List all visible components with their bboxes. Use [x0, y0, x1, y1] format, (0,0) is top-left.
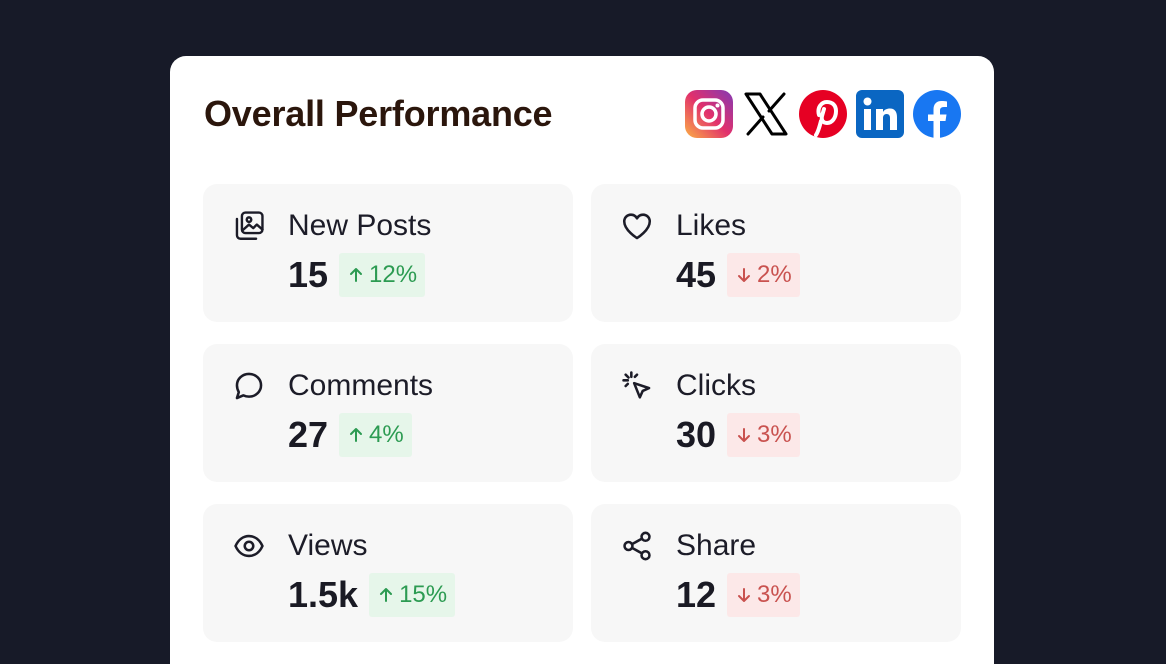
- metric-tile-likes: Likes 45 2%: [591, 184, 961, 322]
- metrics-grid: New Posts 15 12% Likes 45 2%: [203, 184, 961, 642]
- metric-label: New Posts: [288, 209, 432, 242]
- heart-icon: [622, 213, 652, 240]
- cursor-click-icon: [622, 371, 651, 399]
- metric-value: 27: [288, 414, 329, 455]
- page-title: Overall Performance: [204, 93, 553, 134]
- trend-badge-down: 2%: [727, 253, 800, 297]
- arrow-down-icon: [738, 428, 751, 442]
- instagram-icon[interactable]: [685, 90, 733, 138]
- arrow-up-icon: [350, 428, 363, 442]
- trend-badge-up: 4%: [339, 413, 412, 457]
- metric-value: 30: [676, 414, 717, 455]
- card-header: Overall Performance: [204, 90, 961, 138]
- metric-tile-views: Views 1.5k 15%: [203, 504, 573, 642]
- metric-label: Comments: [288, 369, 434, 402]
- trend-value: 15%: [399, 581, 448, 608]
- trend-badge-down: 3%: [727, 573, 800, 617]
- metric-tile-comments: Comments 27 4%: [203, 344, 573, 482]
- metric-tile-new-posts: New Posts 15 12%: [203, 184, 573, 322]
- arrow-down-icon: [738, 268, 751, 282]
- metric-value: 15: [288, 254, 329, 295]
- trend-badge-up: 12%: [339, 253, 426, 297]
- metric-label: Share: [676, 529, 757, 562]
- metric-label: Clicks: [676, 369, 756, 402]
- linkedin-icon[interactable]: [856, 90, 904, 138]
- share-icon: [623, 531, 651, 561]
- trend-badge-up: 15%: [369, 573, 456, 617]
- metric-label: Likes: [676, 209, 747, 242]
- comment-icon: [235, 372, 263, 400]
- arrow-up-icon: [350, 268, 363, 282]
- trend-value: 3%: [757, 421, 792, 448]
- eye-icon: [234, 534, 264, 558]
- trend-value: 12%: [369, 261, 418, 288]
- metric-value: 12: [676, 574, 717, 615]
- metric-tile-clicks: Clicks 30 3%: [591, 344, 961, 482]
- social-icons: [685, 90, 961, 138]
- arrow-up-icon: [380, 588, 393, 602]
- facebook-icon[interactable]: [913, 90, 961, 138]
- metric-label: Views: [288, 529, 368, 562]
- trend-badge-down: 3%: [727, 413, 800, 457]
- metric-value: 1.5k: [288, 574, 359, 615]
- metric-value: 45: [676, 254, 717, 295]
- arrow-down-icon: [738, 588, 751, 602]
- overall-performance-card: Overall Performance: [170, 56, 994, 664]
- trend-value: 2%: [757, 261, 792, 288]
- metric-tile-share: Share 12 3%: [591, 504, 961, 642]
- x-icon[interactable]: [742, 90, 790, 138]
- trend-value: 4%: [369, 421, 404, 448]
- image-gallery-icon: [235, 211, 264, 240]
- pinterest-icon[interactable]: [799, 90, 847, 138]
- trend-value: 3%: [757, 581, 792, 608]
